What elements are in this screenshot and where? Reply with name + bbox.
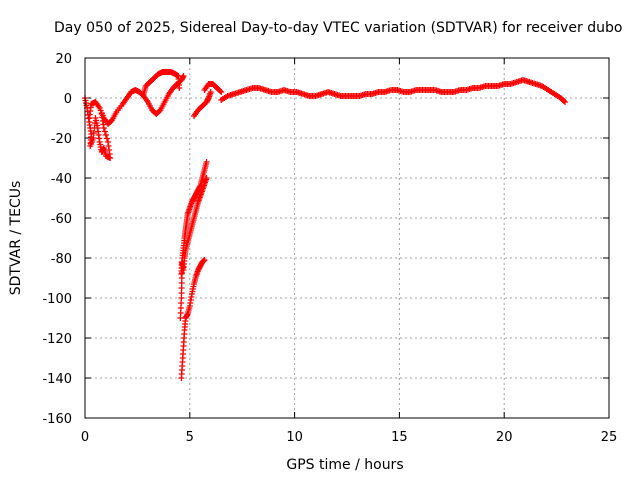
data-point-marker <box>104 135 111 142</box>
y-tick-label: -160 <box>42 412 72 427</box>
data-point-marker <box>203 175 210 181</box>
y-tick-label: 0 <box>64 92 72 107</box>
y-tick-label: 20 <box>55 52 72 67</box>
data-point-marker <box>217 88 224 94</box>
x-tick-label: 15 <box>391 430 408 445</box>
y-tick-label: -140 <box>42 372 72 387</box>
y-tick-label: -80 <box>51 252 72 267</box>
data-point-marker <box>180 73 187 79</box>
data-point-marker <box>176 85 183 91</box>
data-point-marker <box>201 257 208 263</box>
data-point-marker <box>561 99 568 105</box>
y-axis-label: SDTVAR / TECUs <box>8 181 24 296</box>
data-point-marker <box>105 139 112 145</box>
grid-lines <box>85 58 609 418</box>
x-tick-label: 25 <box>601 430 618 445</box>
data-point-marker <box>207 89 214 95</box>
x-tick-label: 20 <box>496 430 513 445</box>
y-tick-label: -20 <box>51 132 72 147</box>
data-point-marker <box>101 128 108 135</box>
y-tick-label: -40 <box>51 172 72 187</box>
data-points <box>82 69 568 381</box>
y-tick-label: -60 <box>51 212 72 227</box>
data-point-marker <box>218 89 225 95</box>
y-tick-label: -100 <box>42 292 72 307</box>
data-point-marker <box>560 98 567 104</box>
x-tick-label: 0 <box>81 430 89 445</box>
x-tick-label: 10 <box>286 430 303 445</box>
data-point-marker <box>203 159 210 165</box>
y-tick-label: -120 <box>42 332 72 347</box>
chart-title: Day 050 of 2025, Sidereal Day-to-day VTE… <box>54 20 622 36</box>
plot-border <box>84 57 610 419</box>
x-axis-label: GPS time / hours <box>286 457 403 473</box>
axis-ticks: 0 5 10 15 20 25 20 0 -20 -40 -60 -80 -100 -120 -140 -16… <box>42 52 617 445</box>
x-tick-label: 5 <box>186 430 194 445</box>
data-point-marker <box>102 132 109 138</box>
